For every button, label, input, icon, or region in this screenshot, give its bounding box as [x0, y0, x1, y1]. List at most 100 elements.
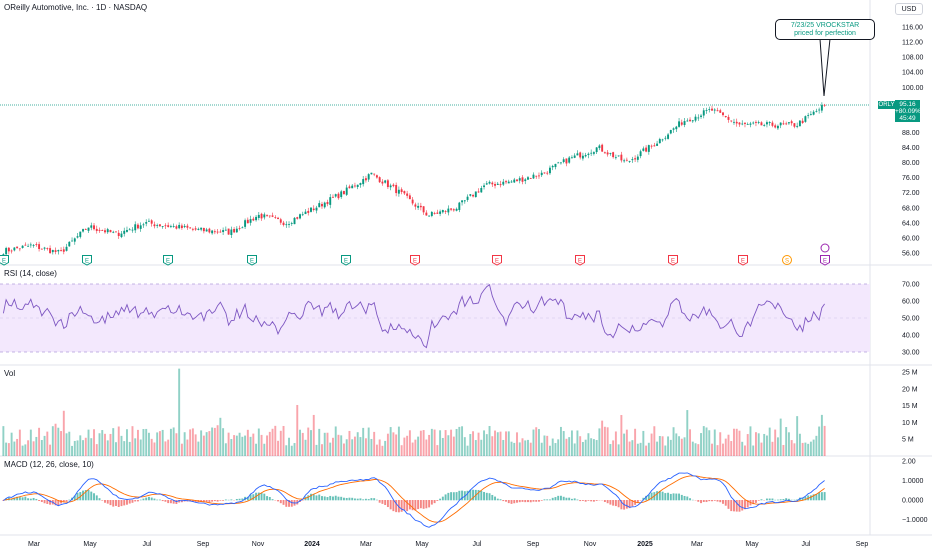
- candle-body: [16, 246, 19, 249]
- upcoming-event-icon: [820, 243, 830, 253]
- candlestick-series[interactable]: [2, 102, 826, 257]
- candle-body: [167, 225, 170, 227]
- volume-bar: [494, 430, 496, 456]
- last-price-badge: 95.16 +80.09% 45:49: [895, 100, 921, 122]
- candle-body: [505, 181, 507, 183]
- candle-body: [18, 248, 21, 250]
- volume-bar: [592, 439, 595, 456]
- price-tick-label: 80.00: [902, 160, 920, 167]
- candle-body: [10, 250, 13, 252]
- macd-histogram-bar: [342, 497, 345, 501]
- candle-body: [381, 181, 384, 184]
- volume-bar: [738, 430, 741, 456]
- candle-body: [95, 228, 98, 231]
- volume-series[interactable]: [2, 368, 826, 456]
- candle-body: [790, 121, 793, 124]
- time-axis-label: 2024: [304, 541, 320, 548]
- volume-bar: [614, 431, 617, 456]
- candle-body: [754, 121, 757, 123]
- last-price: 95.16: [899, 101, 916, 108]
- time-axis-label: May: [415, 541, 429, 548]
- volume-pane-label[interactable]: Vol: [4, 369, 16, 378]
- macd-histogram-bar: [271, 499, 274, 501]
- rsi-series[interactable]: [2, 283, 825, 349]
- volume-bar: [136, 429, 139, 456]
- volume-bar: [480, 439, 483, 456]
- time-axis-label: Nov: [252, 541, 265, 548]
- macd-histogram-bar: [290, 500, 293, 507]
- candle-body: [117, 232, 120, 236]
- candle-body: [494, 183, 496, 186]
- volume-bar: [634, 428, 637, 456]
- volume-bar: [765, 435, 768, 456]
- earnings-marker: [575, 255, 585, 266]
- volume-bar: [60, 431, 63, 456]
- macd-histogram-bar: [95, 495, 98, 501]
- volume-bar: [172, 427, 175, 456]
- volume-bar: [233, 435, 236, 456]
- macd-histogram-bar: [776, 499, 779, 501]
- macd-histogram-bar: [40, 500, 43, 503]
- volume-bar: [642, 430, 645, 456]
- event-marker-label: E: [671, 258, 675, 264]
- candle-body: [76, 236, 79, 238]
- macd-histogram-bar: [32, 497, 35, 501]
- macd-histogram-bar: [683, 495, 686, 501]
- candle-body: [532, 174, 535, 179]
- macd-histogram-bar: [406, 500, 409, 512]
- macd-histogram-bar: [809, 495, 812, 501]
- macd-histogram-bar: [491, 494, 494, 501]
- volume-bar: [189, 429, 192, 456]
- macd-histogram-bar: [395, 500, 398, 513]
- currency-button[interactable]: USD: [895, 3, 923, 15]
- volume-bar: [601, 420, 604, 456]
- candle-body: [452, 209, 455, 211]
- idea-callout[interactable]: 7/23/25 VROCKSTAR priced for perfection: [775, 19, 875, 40]
- candle-body: [175, 226, 178, 229]
- candle-body: [24, 244, 27, 246]
- time-axis-label: Mar: [28, 541, 41, 548]
- volume-bar: [787, 432, 790, 456]
- rsi-pane-label[interactable]: RSI (14, close): [4, 269, 57, 278]
- candle-body: [290, 223, 293, 224]
- macd-histogram-bar: [263, 493, 266, 501]
- symbol-title[interactable]: OReilly Automotive, Inc. · 1D · NASDAQ: [4, 3, 148, 12]
- candle-body: [375, 175, 378, 178]
- macd-histogram-bar: [29, 498, 32, 501]
- macd-histogram-bar: [494, 496, 496, 501]
- macd-series[interactable]: [2, 472, 826, 528]
- candle-body: [386, 180, 389, 188]
- candle-body: [634, 158, 637, 160]
- volume-bar: [408, 430, 411, 456]
- volume-bar: [131, 426, 134, 456]
- volume-bar: [104, 433, 106, 456]
- macd-histogram-bar: [483, 491, 486, 501]
- candle-body: [334, 194, 337, 197]
- macd-pane-label[interactable]: MACD (12, 26, close, 10): [4, 460, 94, 469]
- volume-bar: [779, 418, 782, 456]
- candle-body: [441, 210, 444, 213]
- earnings-marker: [247, 255, 257, 266]
- macd-histogram-bar: [359, 498, 362, 501]
- volume-bar: [664, 445, 667, 456]
- volume-bar: [414, 439, 417, 456]
- macd-histogram-bar: [147, 496, 150, 501]
- volume-bar: [301, 432, 304, 456]
- candle-body: [356, 184, 359, 187]
- candle-body: [760, 122, 763, 126]
- macd-histogram-bar: [178, 500, 181, 503]
- candle-body: [741, 123, 744, 125]
- candle-body: [496, 183, 499, 185]
- volume-bar: [227, 432, 230, 456]
- macd-histogram-bar: [356, 498, 359, 501]
- volume-bar: [628, 441, 631, 456]
- candle-body: [90, 225, 93, 228]
- rsi-tick-label: 60.00: [902, 299, 920, 306]
- candle-body: [620, 154, 623, 161]
- candle-body: [301, 214, 304, 216]
- macd-histogram-bar: [711, 500, 713, 502]
- volume-bar: [716, 445, 719, 456]
- volume-bar: [705, 427, 708, 456]
